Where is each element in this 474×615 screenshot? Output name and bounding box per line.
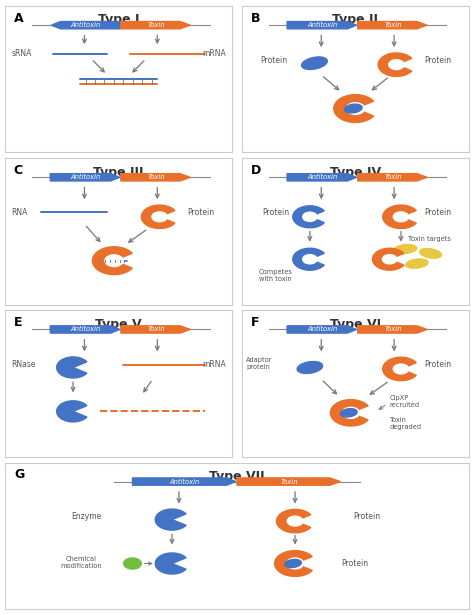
Wedge shape [141,205,175,229]
Ellipse shape [301,57,328,69]
Text: Type II: Type II [332,14,378,26]
FancyArrow shape [287,173,356,181]
Wedge shape [334,95,374,122]
Ellipse shape [406,259,428,268]
Text: Type VII: Type VII [209,470,265,483]
Ellipse shape [394,245,417,253]
Wedge shape [274,550,312,576]
Ellipse shape [340,408,357,417]
Circle shape [287,516,303,526]
Text: Antitoxin: Antitoxin [71,174,100,180]
Circle shape [393,364,409,374]
FancyArrow shape [51,22,121,29]
Circle shape [393,212,409,222]
Text: Toxin: Toxin [384,22,402,28]
Text: ClpXP
recruited: ClpXP recruited [390,395,419,408]
FancyArrow shape [121,22,191,29]
Wedge shape [57,401,87,422]
Text: Type IV: Type IV [330,165,381,178]
Text: RNase: RNase [11,360,36,369]
Text: Toxin: Toxin [147,327,165,333]
Text: Antitoxin: Antitoxin [71,22,100,28]
Wedge shape [155,553,186,574]
Text: Protein: Protein [424,56,451,65]
FancyArrow shape [237,478,340,485]
FancyArrow shape [50,173,120,181]
Text: Protein: Protein [341,559,369,568]
Text: Type V: Type V [95,318,142,331]
Text: mRNA: mRNA [202,49,226,58]
Text: Antitoxin: Antitoxin [71,327,100,333]
Wedge shape [373,248,404,270]
Text: Toxin: Toxin [147,22,165,28]
Text: B: B [251,12,260,25]
Text: Chemical
modification: Chemical modification [61,556,102,569]
Text: Protein: Protein [424,360,451,369]
Text: Adaptor
protein: Adaptor protein [246,357,273,370]
Circle shape [303,212,317,221]
Text: F: F [251,316,259,329]
Wedge shape [92,247,132,274]
Text: Toxin
degraded: Toxin degraded [390,416,422,429]
Ellipse shape [285,560,301,568]
Text: RNA: RNA [11,208,28,217]
FancyArrow shape [358,326,427,333]
FancyArrow shape [287,326,356,333]
Circle shape [346,103,365,114]
Circle shape [105,255,123,266]
Text: Toxin: Toxin [384,174,402,180]
Ellipse shape [345,104,362,113]
Text: Protein: Protein [260,56,287,65]
Circle shape [124,558,141,569]
FancyArrow shape [121,326,191,333]
Text: Toxin targets: Toxin targets [408,236,451,242]
Text: A: A [14,12,24,25]
FancyArrow shape [50,326,120,333]
Text: Type VI: Type VI [330,318,381,331]
Text: Toxin: Toxin [147,174,165,180]
Text: Type I: Type I [98,14,139,26]
Wedge shape [378,53,412,76]
Circle shape [152,212,167,222]
Circle shape [383,255,397,264]
FancyArrow shape [121,173,191,181]
Text: Competes
with toxin: Competes with toxin [259,269,292,282]
FancyArrow shape [287,22,356,29]
Text: Protein: Protein [353,512,380,521]
Text: G: G [14,469,24,482]
FancyArrow shape [358,173,427,181]
Circle shape [342,407,359,418]
Ellipse shape [419,248,441,258]
Wedge shape [383,357,416,381]
FancyArrow shape [358,22,427,29]
Text: E: E [14,316,22,329]
Text: Antitoxin: Antitoxin [307,327,337,333]
Text: Type III: Type III [93,165,144,178]
Text: Enzyme: Enzyme [71,512,101,521]
Text: Antitoxin: Antitoxin [170,478,200,485]
Wedge shape [293,248,324,270]
Text: Antitoxin: Antitoxin [307,22,337,28]
Text: Protein: Protein [262,208,289,217]
Wedge shape [293,206,324,228]
Circle shape [303,255,317,264]
Text: sRNA: sRNA [11,49,32,58]
Circle shape [389,60,404,69]
Wedge shape [276,509,311,533]
Text: Protein: Protein [424,208,451,217]
Text: Toxin: Toxin [281,478,298,485]
Text: C: C [14,164,23,177]
Text: D: D [251,164,261,177]
Text: mRNA: mRNA [202,360,226,369]
Wedge shape [383,205,416,229]
Ellipse shape [297,362,323,373]
Text: Toxin: Toxin [384,327,402,333]
Circle shape [286,558,304,569]
Text: Protein: Protein [187,208,214,217]
Wedge shape [155,509,186,530]
Text: Antitoxin: Antitoxin [307,174,337,180]
Wedge shape [330,400,368,426]
FancyArrow shape [132,478,236,485]
Wedge shape [57,357,87,378]
